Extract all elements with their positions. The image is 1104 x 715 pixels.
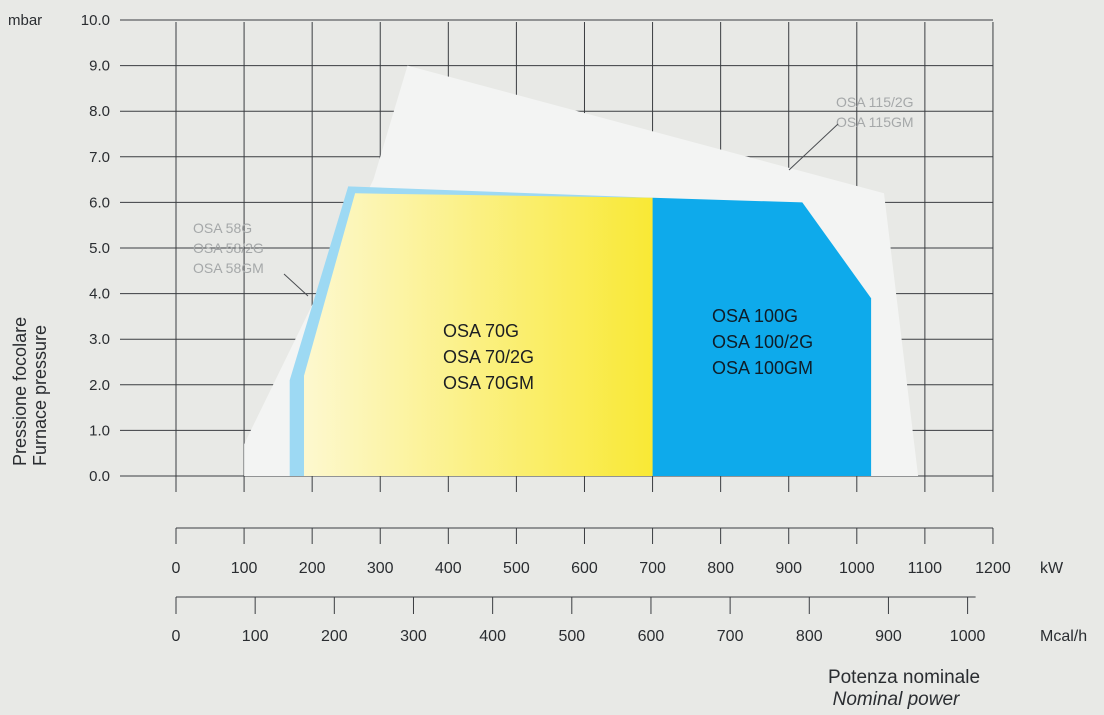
- kw-tick-label: 800: [707, 560, 734, 577]
- mcal-tick-label: 200: [321, 628, 348, 645]
- series-areas: [244, 65, 919, 477]
- y-tick-label: 4.0: [89, 286, 110, 303]
- kw-tick-label: 1000: [839, 560, 875, 577]
- y-tick-label: 8.0: [89, 103, 110, 120]
- series-label-line: OSA 100/2G: [712, 332, 813, 352]
- kw-tick-label: 1100: [908, 560, 943, 577]
- y-tick-label: 2.0: [89, 377, 110, 394]
- y-tick-label: 1.0: [89, 422, 110, 439]
- series-label-line: OSA 115GM: [836, 114, 914, 130]
- mcal-tick-label: 100: [242, 628, 269, 645]
- kw-tick-label: 700: [639, 560, 666, 577]
- series-label-line: OSA 70/2G: [443, 347, 534, 367]
- y-tick-label: 10.0: [81, 12, 110, 29]
- series-label-line: OSA 70G: [443, 321, 519, 341]
- x-axis-title-line: Nominal power: [833, 689, 960, 710]
- series-label-line: OSA 70GM: [443, 373, 534, 393]
- y-tick-label: 5.0: [89, 240, 110, 257]
- series-area: [304, 193, 712, 477]
- mcal-tick-label: 900: [875, 628, 902, 645]
- mcal-tick-label: 600: [638, 628, 665, 645]
- mcal-tick-label: 300: [400, 628, 427, 645]
- kw-tick-label: 500: [503, 560, 530, 577]
- kw-tick-label: 900: [775, 560, 802, 577]
- mcal-unit-label: Mcal/h: [1040, 628, 1087, 645]
- series-labels: OSA 115/2G OSA 115GM OSA 58G OSA 58/2G OSA 5…: [193, 94, 914, 393]
- series-label-line: OSA 100G: [712, 306, 798, 326]
- y-tick-label: 3.0: [89, 331, 110, 348]
- kw-tick-label: 1200: [975, 560, 1011, 577]
- y-unit-label: mbar: [8, 12, 42, 29]
- kw-tick-label: 0: [172, 560, 181, 577]
- kw-tick-label: 200: [299, 560, 326, 577]
- y-tick-label: 9.0: [89, 58, 110, 75]
- mcal-tick-label: 0: [172, 628, 181, 645]
- series-label-line: OSA 115/2G: [836, 94, 914, 110]
- kw-tick-label: 400: [435, 560, 462, 577]
- kw-unit-label: kW: [1040, 560, 1064, 577]
- y-axis-title-line: Furnace pressure: [30, 325, 50, 466]
- kw-tick-label: 100: [231, 560, 258, 577]
- mcal-tick-label: 1000: [950, 628, 986, 645]
- y-tick-label: 6.0: [89, 194, 110, 211]
- series-label-leader: [283, 273, 309, 297]
- y-axis-title-line: Pressione focolare: [10, 317, 30, 466]
- kw-tick-label: 600: [571, 560, 598, 577]
- mcal-tick-label: 800: [796, 628, 823, 645]
- series-label-line: OSA 58G: [193, 220, 252, 236]
- mcal-tick-label: 500: [558, 628, 585, 645]
- y-tick-label: 0.0: [89, 468, 110, 485]
- mcal-tick-label: 400: [479, 628, 506, 645]
- x-axis-title-line: Potenza nominale: [828, 667, 980, 688]
- series-label-line: OSA 58GM: [193, 260, 264, 276]
- series-label-line: OSA 58/2G: [193, 240, 264, 256]
- mcal-tick-label: 700: [717, 628, 744, 645]
- kw-tick-label: 300: [367, 560, 394, 577]
- series-label-leader: [788, 123, 839, 171]
- y-tick-label: 7.0: [89, 149, 110, 166]
- series-label-line: OSA 100GM: [712, 358, 813, 378]
- series-area: [652, 197, 872, 477]
- axes: 0.0 1.0 2.0 3.0 4.0 5.0 6.0 7.0 8.0 9.0 10.0 mbar Pr…: [8, 12, 1087, 710]
